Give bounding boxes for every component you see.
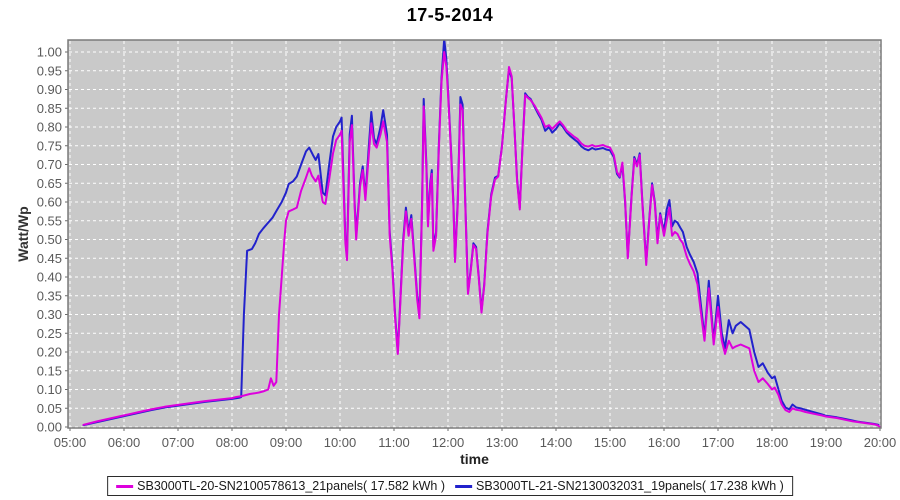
y-tick-label: 0.35 [37, 288, 62, 303]
x-tick-label: 16:00 [648, 435, 681, 450]
x-tick-label: 14:00 [540, 435, 573, 450]
tick-labels: 0.00 0.05 0.10 0.15 0.20 0.25 0.30 0.35 0.40 0.45… [37, 45, 897, 451]
x-tick-label: 12:00 [432, 435, 465, 450]
x-tick-label: 06:00 [108, 435, 141, 450]
legend-item-inverter-20: SB3000TL-20-SN2100578613_21panels( 17.58… [116, 479, 445, 493]
magenta-line-icon [116, 484, 134, 488]
x-tick-label: 11:00 [378, 435, 410, 450]
y-tick-label: 0.50 [37, 232, 62, 247]
x-tick-label: 05:00 [54, 435, 87, 450]
y-tick-label: 0.70 [37, 157, 62, 172]
y-tick-label: 0.25 [37, 326, 62, 341]
y-tick-label: 0.05 [37, 401, 62, 416]
x-tick-label: 07:00 [162, 435, 195, 450]
y-tick-label: 0.10 [37, 382, 62, 397]
y-tick-label: 0.30 [37, 307, 62, 322]
x-tick-label: 10:00 [324, 435, 357, 450]
y-tick-label: 0.80 [37, 120, 62, 135]
y-tick-label: 0.90 [37, 82, 62, 97]
plot-border [67, 39, 882, 429]
y-tick-label: 0.85 [37, 101, 62, 116]
y-tick-label: 0.40 [37, 270, 62, 285]
y-tick-label: 0.55 [37, 213, 62, 228]
series-line-magenta [82, 51, 881, 428]
y-axis-label: Watt/Wp [15, 206, 31, 262]
blue-line-icon [455, 484, 472, 488]
x-tick-label: 08:00 [216, 435, 249, 450]
y-tick-label: 0.60 [37, 195, 62, 210]
y-tick-label: 0.15 [37, 363, 62, 378]
x-tick-label: 18:00 [756, 435, 789, 450]
x-axis-label: time [460, 451, 489, 467]
legend-label: SB3000TL-20-SN2100578613_21panels( 17.58… [137, 479, 445, 493]
y-tick-label: 1.00 [37, 45, 62, 60]
plot-area [68, 40, 881, 428]
y-tick-label: 0.65 [37, 176, 62, 191]
y-tick-label: 0.95 [37, 63, 62, 78]
x-tick-label: 09:00 [270, 435, 303, 450]
x-tick-label: 20:00 [864, 435, 897, 450]
x-tick-label: 19:00 [810, 435, 843, 450]
chart-title: 17-5-2014 [406, 5, 494, 25]
x-tick-label: 17:00 [702, 435, 735, 450]
x-tick-label: 15:00 [594, 435, 627, 450]
y-tick-label: 0.00 [37, 420, 62, 435]
y-tick-label: 0.45 [37, 251, 62, 266]
x-tick-label: 13:00 [486, 435, 519, 450]
legend-item-inverter-21: SB3000TL-21-SN2130032031_19panels( 17.23… [455, 479, 784, 493]
y-tick-label: 0.75 [37, 138, 62, 153]
legend: SB3000TL-20-SN2100578613_21panels( 17.58… [107, 476, 793, 496]
y-tick-label: 0.20 [37, 345, 62, 360]
legend-label: SB3000TL-21-SN2130032031_19panels( 17.23… [476, 479, 784, 493]
